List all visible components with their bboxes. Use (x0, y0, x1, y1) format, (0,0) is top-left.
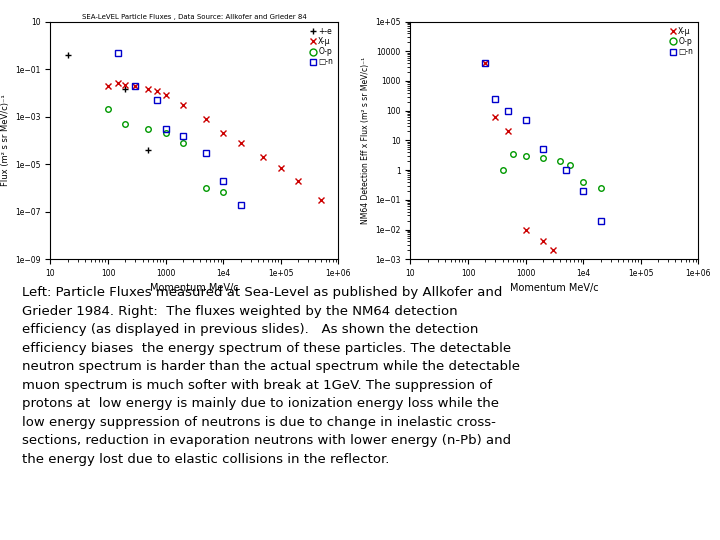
Text: Left: Particle Fluxes measured at Sea-Level as published by Allkofer and
Grieder: Left: Particle Fluxes measured at Sea-Le… (22, 286, 520, 465)
Title: SEA-LeVEL Particle Fluxes , Data Source: Allkofer and Grieder 84: SEA-LeVEL Particle Fluxes , Data Source:… (82, 14, 307, 20)
Legend: X-μ, O-p, □-n: X-μ, O-p, □-n (668, 25, 695, 58)
Y-axis label: Flux (m² s sr MeV/c)⁻¹: Flux (m² s sr MeV/c)⁻¹ (1, 94, 9, 186)
X-axis label: Momentum MeV/c: Momentum MeV/c (510, 284, 599, 293)
X-axis label: Momentum MeV/c: Momentum MeV/c (150, 284, 239, 293)
Legend: +-e, X-μ, O-p, □-n: +-e, X-μ, O-p, □-n (308, 25, 335, 68)
Y-axis label: NM64 Detection Eff x Flux (m² s sr MeV/c)⁻¹: NM64 Detection Eff x Flux (m² s sr MeV/c… (361, 57, 369, 224)
